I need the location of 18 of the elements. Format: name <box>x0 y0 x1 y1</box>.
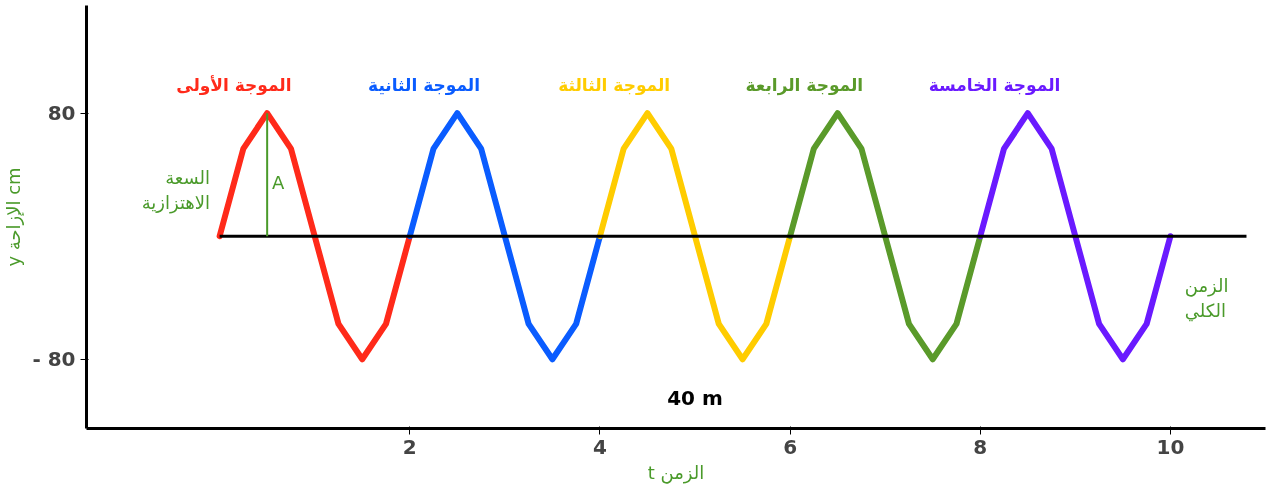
y-tick-label: - 80 <box>32 347 76 372</box>
x-tick-label: 2 <box>402 434 417 459</box>
annotation: الزمن الكلي <box>1184 274 1229 322</box>
text: الموجة الخامسة <box>928 74 1061 96</box>
series-label: الموجة الرابعة <box>745 74 864 96</box>
annotation: 40 m <box>667 385 723 410</box>
x-tick-label: 10 <box>1156 434 1185 459</box>
series-label: الموجة الأولى <box>176 74 292 96</box>
series-label: الموجة الثالثة <box>558 74 671 96</box>
y-axis-title: y الإزاحة cm <box>3 167 25 267</box>
x-axis-title: t الزمن <box>647 461 705 484</box>
annotation: A <box>271 171 285 193</box>
annotation: السعة الاهتزازية <box>141 166 211 215</box>
x-tick-label: 6 <box>783 434 798 459</box>
x-tick-label: 8 <box>973 434 988 459</box>
x-tick-label: 4 <box>592 434 607 459</box>
y-tick-label: 80 <box>47 101 76 126</box>
series-label: الموجة الثانية <box>368 74 480 96</box>
